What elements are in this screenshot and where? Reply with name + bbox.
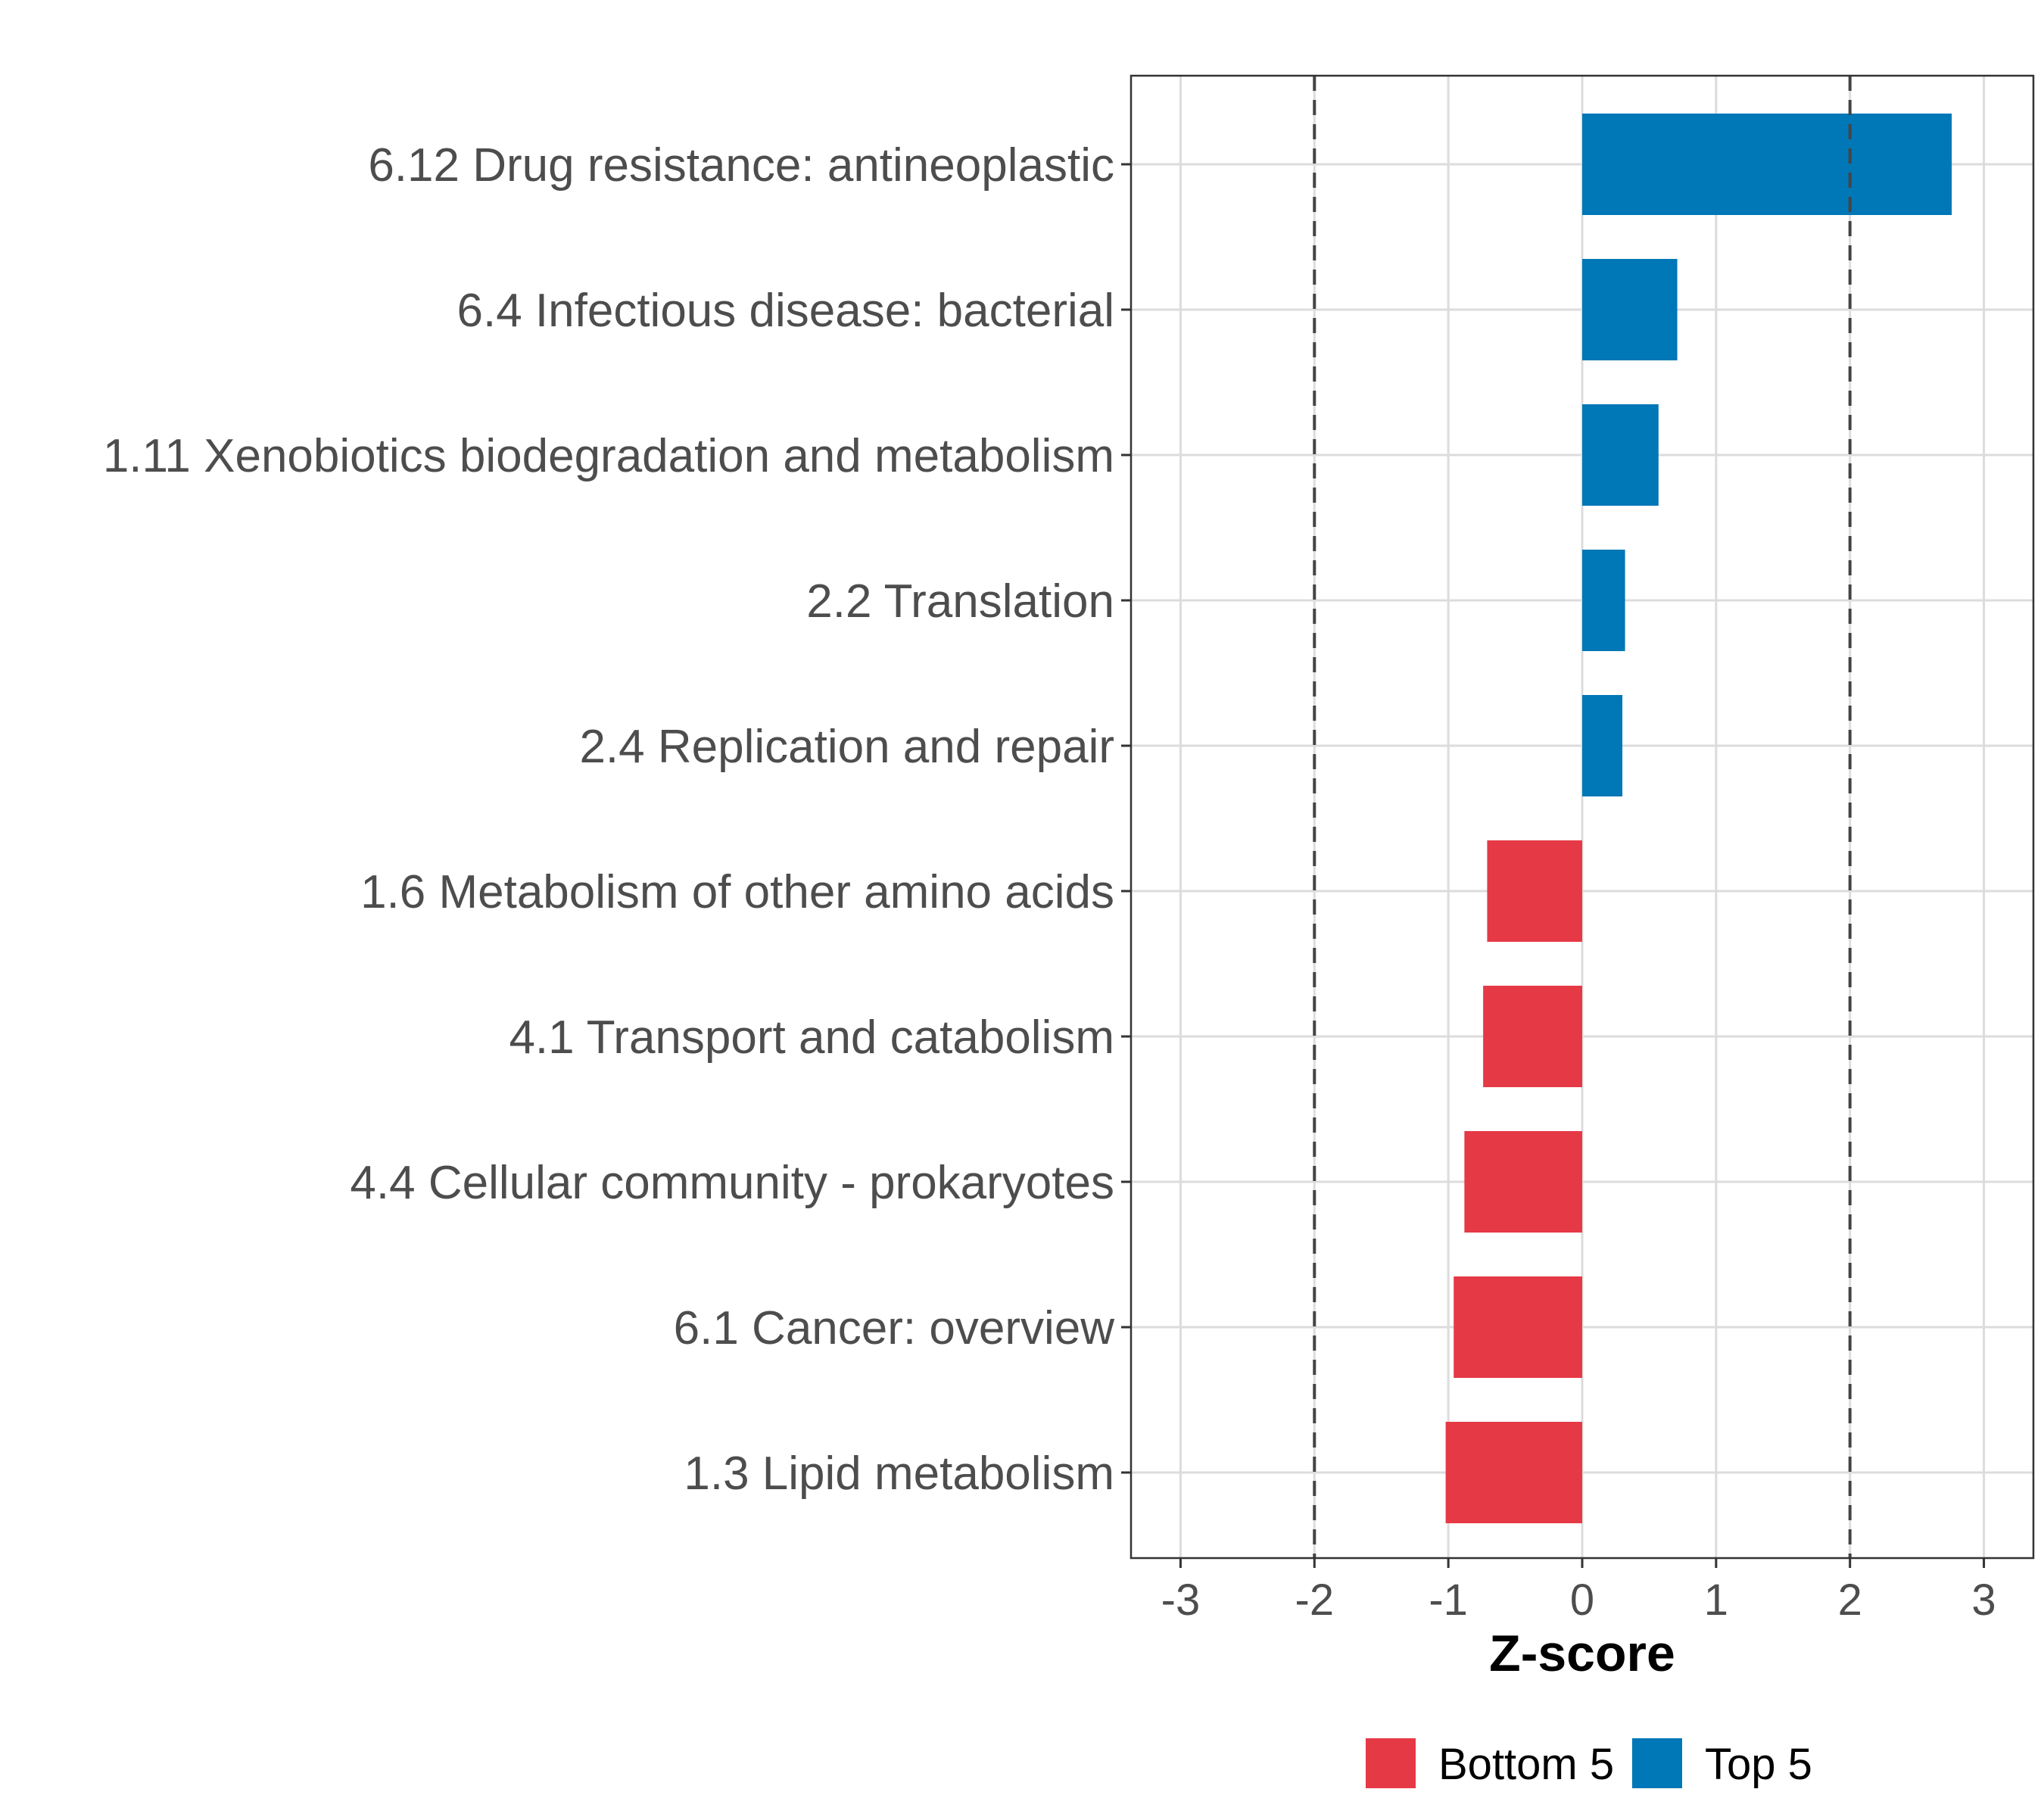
x-tick-label: 0: [1570, 1575, 1594, 1625]
category-label: 1.3 Lipid metabolism: [684, 1448, 1114, 1500]
x-tick-label: 3: [1971, 1575, 1996, 1625]
x-axis: -3 -2 -1 0 1 2 3: [1161, 1558, 1996, 1625]
bar-5: [1582, 695, 1623, 796]
bar-10: [1445, 1422, 1582, 1523]
bar-1: [1582, 114, 1952, 215]
category-label: 1.11 Xenobiotics biodegradation and meta…: [103, 430, 1114, 482]
legend: Bottom 5 Top 5: [1366, 1738, 1812, 1789]
bar-9: [1454, 1276, 1582, 1378]
bar-3: [1582, 404, 1659, 506]
x-tick-label: -1: [1429, 1575, 1468, 1625]
reference-lines: [1313, 76, 1852, 1558]
category-label: 1.6 Metabolism of other amino acids: [360, 866, 1114, 918]
bar-6: [1487, 840, 1582, 942]
category-label: 6.4 Infectious disease: bacterial: [456, 285, 1114, 337]
x-tick-label: 2: [1838, 1575, 1862, 1625]
legend-key: [1366, 1738, 1416, 1788]
bar-2: [1582, 259, 1678, 360]
bar-4: [1582, 550, 1625, 651]
legend-label: Bottom 5: [1438, 1740, 1614, 1789]
category-label: 4.4 Cellular community - prokaryotes: [350, 1157, 1114, 1209]
x-tick-label: 1: [1704, 1575, 1728, 1625]
category-label: 4.1 Transport and catabolism: [509, 1011, 1114, 1064]
category-label: 2.2 Translation: [806, 575, 1114, 628]
legend-label: Top 5: [1705, 1740, 1812, 1789]
bar-8: [1464, 1131, 1582, 1233]
x-tick-label: -3: [1161, 1575, 1201, 1625]
bar-7: [1483, 986, 1582, 1087]
category-label: 6.1 Cancer: overview: [674, 1302, 1115, 1354]
category-label: 6.12 Drug resistance: antineoplastic: [368, 139, 1114, 192]
x-tick-label: -2: [1295, 1575, 1335, 1625]
category-label: 2.4 Replication and repair: [579, 721, 1114, 773]
y-axis: 6.12 Drug resistance: antineoplastic 6.4 …: [103, 139, 1131, 1500]
bars: [1445, 114, 1952, 1523]
x-axis-title: Z-score: [1489, 1625, 1675, 1682]
legend-key: [1632, 1738, 1682, 1788]
